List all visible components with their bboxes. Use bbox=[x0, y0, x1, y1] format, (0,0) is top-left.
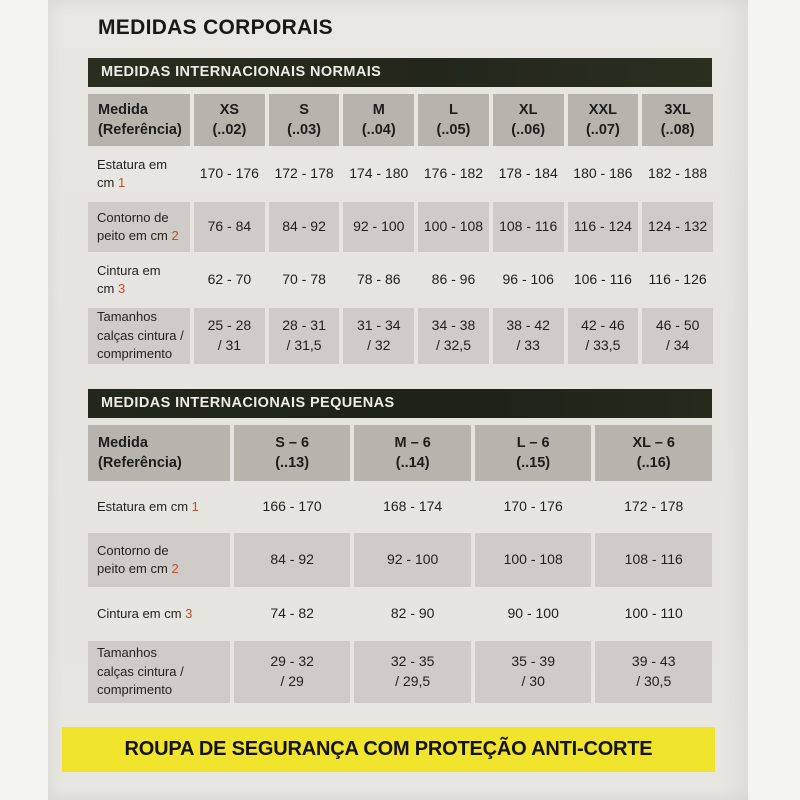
column-header-l6: L – 6 (..15) bbox=[474, 425, 592, 481]
measurement-value: 116 - 126 bbox=[648, 271, 707, 288]
column-header-xl: XL (..06) bbox=[492, 94, 564, 146]
row-cintura: Cintura em cm 3 74 - 82 82 - 90 90 - 100… bbox=[88, 594, 712, 634]
footnote-number: 3 bbox=[117, 281, 126, 296]
table-header-row: Medida (Referência) S – 6 (..13) M – 6 (..… bbox=[88, 425, 712, 481]
row-label: Contorno de peito em cm 2 bbox=[88, 533, 230, 587]
measurement-value: 76 - 84 bbox=[194, 202, 265, 252]
measurement-value: 172 - 178 bbox=[624, 498, 684, 515]
row-cintura: Cintura em cm 3 62 - 70 70 - 78 78 - 86 … bbox=[88, 259, 713, 301]
row-label: Estatura em cm 1 bbox=[97, 156, 168, 190]
column-header-l: L (..05) bbox=[418, 94, 489, 146]
corner-line1: Medida bbox=[98, 102, 148, 118]
column-header-m: M (..04) bbox=[343, 94, 415, 146]
page-content: MEDIDAS CORPORAIS MEDIDAS INTERNACIONAIS… bbox=[48, 0, 748, 710]
measurement-value: 108 - 116 bbox=[492, 202, 564, 252]
row-tamanhos-calcas: Tamanhos calças cintura / comprimento 25… bbox=[88, 308, 713, 364]
measurement-value: 84 - 92 bbox=[233, 533, 351, 587]
column-header-s6: S – 6 (..13) bbox=[233, 425, 351, 481]
measurement-value: 106 - 116 bbox=[573, 271, 632, 288]
corner-line2: (Referência) bbox=[98, 122, 182, 138]
row-label: Cintura em cm 3 bbox=[97, 262, 161, 296]
row-label: Estatura em cm 1 bbox=[97, 498, 199, 514]
column-header-3xl: 3XL (..08) bbox=[642, 94, 713, 146]
measurement-value: 90 - 100 bbox=[507, 605, 559, 622]
corner-line1: Medida bbox=[98, 435, 148, 451]
row-label: Tamanhos calças cintura / comprimento bbox=[88, 308, 191, 364]
column-header-xs: XS (..02) bbox=[194, 94, 265, 146]
measurement-value: 92 - 100 bbox=[343, 202, 415, 252]
page-title: MEDIDAS CORPORAIS bbox=[98, 16, 333, 39]
column-header-s: S (..03) bbox=[268, 94, 340, 146]
row-label: Contorno de peito em cm 2 bbox=[88, 202, 191, 252]
row-contorno-peito: Contorno de peito em cm 2 76 - 84 84 - 9… bbox=[88, 202, 713, 252]
measurement-value: 32 - 35/ 29,5 bbox=[354, 641, 471, 703]
row-estatura: Estatura em cm 1 166 - 170 168 - 174 170… bbox=[88, 488, 712, 526]
corner-line2: (Referência) bbox=[98, 455, 182, 471]
measurement-value: 42 - 46/ 33,5 bbox=[567, 308, 639, 364]
measurement-value: 39 - 43/ 30,5 bbox=[595, 641, 712, 703]
section-header-normais: MEDIDAS INTERNACIONAIS NORMAIS bbox=[88, 58, 712, 87]
table-medidas-pequenas: Medida (Referência) S – 6 (..13) M – 6 (..… bbox=[84, 418, 716, 710]
measurement-value: 25 - 28/ 31 bbox=[194, 308, 265, 364]
footnote-number: 2 bbox=[171, 228, 179, 243]
measurement-value: 38 - 42/ 33 bbox=[492, 308, 564, 364]
measurement-value: 100 - 108 bbox=[418, 202, 489, 252]
measurement-value: 92 - 100 bbox=[354, 533, 471, 587]
table-medidas-normais: Medida (Referência) XS (..02) S (..03) M (.… bbox=[84, 87, 717, 371]
measurement-value: 168 - 174 bbox=[383, 498, 443, 515]
paper-page: MEDIDAS CORPORAIS MEDIDAS INTERNACIONAIS… bbox=[48, 0, 748, 800]
section-header-pequenas: MEDIDAS INTERNACIONAIS PEQUENAS bbox=[88, 389, 712, 418]
safety-banner: ROUPA DE SEGURANÇA COM PROTEÇÃO ANTI-COR… bbox=[62, 727, 715, 772]
column-header-m6: M – 6 (..14) bbox=[354, 425, 471, 481]
measurement-value: 172 - 178 bbox=[274, 165, 334, 182]
footnote-number: 1 bbox=[117, 175, 126, 190]
measurement-value: 29 - 32/ 29 bbox=[233, 641, 351, 703]
table-header-row: Medida (Referência) XS (..02) S (..03) M (.… bbox=[88, 94, 713, 146]
measurement-value: 28 - 31/ 31,5 bbox=[268, 308, 340, 364]
measurement-value: 34 - 38/ 32,5 bbox=[418, 308, 489, 364]
measurement-value: 86 - 96 bbox=[431, 271, 476, 288]
measurement-value: 62 - 70 bbox=[207, 271, 252, 288]
measurement-value: 178 - 184 bbox=[498, 165, 558, 182]
measurement-value: 100 - 108 bbox=[474, 533, 592, 587]
measurement-value: 74 - 82 bbox=[270, 605, 314, 622]
measurement-value: 84 - 92 bbox=[268, 202, 340, 252]
column-header-xl6: XL – 6 (..16) bbox=[595, 425, 712, 481]
measurement-value: 35 - 39/ 30 bbox=[474, 641, 592, 703]
measurement-value: 170 - 176 bbox=[503, 498, 563, 515]
measurement-value: 96 - 106 bbox=[502, 271, 554, 288]
row-label: Cintura em cm 3 bbox=[97, 605, 193, 621]
footnote-number: 2 bbox=[171, 561, 179, 576]
measurement-value: 174 - 180 bbox=[349, 165, 409, 182]
measurement-value: 46 - 50/ 34 bbox=[642, 308, 713, 364]
row-contorno-peito: Contorno de peito em cm 2 84 - 92 92 - 1… bbox=[88, 533, 712, 587]
measurement-value: 82 - 90 bbox=[390, 605, 435, 622]
footnote-number: 1 bbox=[191, 498, 199, 514]
measurement-value: 166 - 170 bbox=[262, 498, 322, 515]
measurement-value: 70 - 78 bbox=[282, 271, 326, 288]
measurement-value: 182 - 188 bbox=[648, 165, 708, 182]
corner-header: Medida (Referência) bbox=[88, 94, 191, 146]
row-label: Tamanhos calças cintura / comprimento bbox=[88, 641, 230, 703]
measurement-value: 180 - 186 bbox=[573, 165, 633, 182]
measurement-value: 170 - 176 bbox=[199, 165, 259, 182]
measurement-value: 31 - 34/ 32 bbox=[343, 308, 415, 364]
measurement-value: 78 - 86 bbox=[356, 271, 401, 288]
corner-header: Medida (Referência) bbox=[88, 425, 230, 481]
row-estatura: Estatura em cm 1 170 - 176 172 - 178 174… bbox=[88, 153, 713, 195]
measurement-value: 108 - 116 bbox=[595, 533, 712, 587]
measurement-value: 124 - 132 bbox=[642, 202, 713, 252]
row-tamanhos-calcas: Tamanhos calças cintura / comprimento 29… bbox=[88, 641, 712, 703]
measurement-value: 100 - 110 bbox=[624, 605, 683, 622]
column-header-xxl: XXL (..07) bbox=[567, 94, 639, 146]
footnote-number: 3 bbox=[185, 605, 193, 621]
measurement-value: 176 - 182 bbox=[423, 165, 484, 182]
measurement-value: 116 - 124 bbox=[567, 202, 639, 252]
